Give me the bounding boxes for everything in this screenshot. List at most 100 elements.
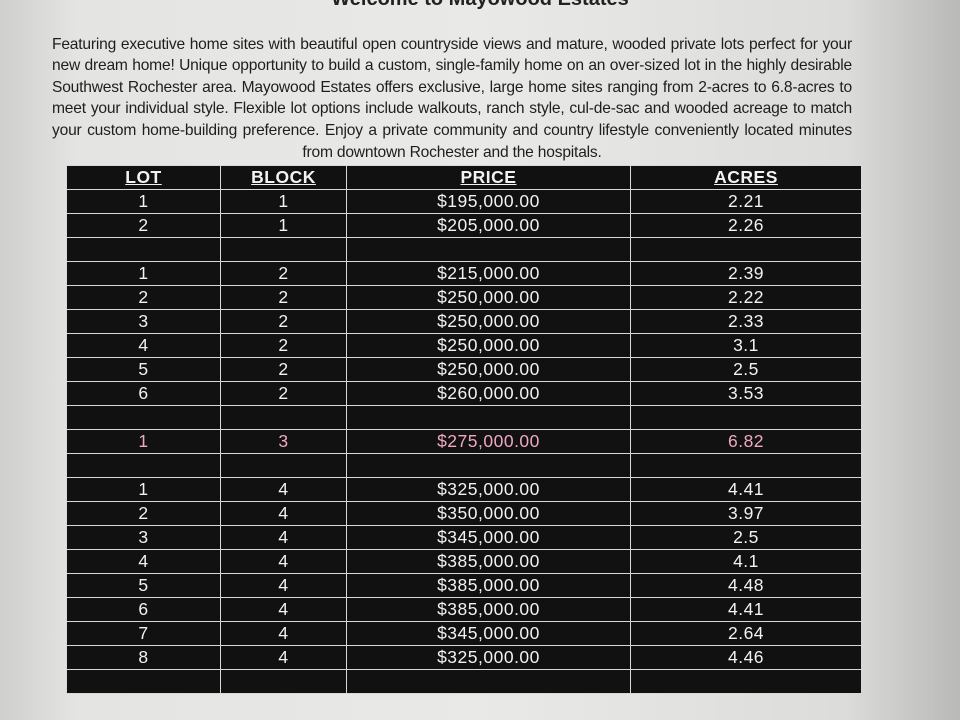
cell-block: 1 [220,189,347,214]
cell-acres: 3.1 [630,333,862,358]
cell-acres: 2.26 [630,213,862,238]
cell-lot [66,669,221,694]
cell-price: $250,000.00 [346,285,631,310]
cell-lot: 6 [66,381,221,406]
cell-price: $250,000.00 [346,357,631,382]
cell-price: $250,000.00 [346,309,631,334]
cell-block: 2 [220,309,347,334]
cell-block: 2 [220,333,347,358]
cell-acres: 2.5 [630,525,862,550]
cell-price: $260,000.00 [346,381,631,406]
cell-price: $275,000.00 [346,429,631,454]
cell-lot: 1 [66,261,221,286]
cell-price: $385,000.00 [346,573,631,598]
cell-block: 4 [220,597,347,622]
cell-price: $345,000.00 [346,621,631,646]
cell-lot: 4 [66,333,221,358]
cell-acres: 4.46 [630,645,862,670]
cell-lot: 1 [66,477,221,502]
cell-price [346,237,631,262]
cell-lot [66,453,221,478]
cell-lot: 6 [66,597,221,622]
cell-lot: 4 [66,549,221,574]
cell-acres: 2.39 [630,261,862,286]
cell-block: 4 [220,501,347,526]
cell-price: $250,000.00 [346,333,631,358]
cell-acres [630,669,862,694]
cell-acres [630,405,862,430]
cell-price: $325,000.00 [346,645,631,670]
cell-lot: 2 [66,501,221,526]
table-row: 2 1 $205,000.00 2.26 [66,213,862,238]
table-row: 4 2 $250,000.00 3.1 [66,333,862,358]
cell-lot: 2 [66,213,221,238]
cell-acres: 2.22 [630,285,862,310]
cell-block: 4 [220,645,347,670]
cell-acres: 4.48 [630,573,862,598]
cell-price: $350,000.00 [346,501,631,526]
table-row: 6 4 $385,000.00 4.41 [66,597,862,622]
cell-lot: 1 [66,189,221,214]
cell-lot: 3 [66,525,221,550]
cell-lot: 5 [66,573,221,598]
cell-price: $385,000.00 [346,549,631,574]
cell-lot: 1 [66,429,221,454]
cell-block: 4 [220,477,347,502]
cell-block [220,237,347,262]
cell-price: $205,000.00 [346,213,631,238]
cell-block [220,669,347,694]
table-row: 6 2 $260,000.00 3.53 [66,381,862,406]
header-block: BLOCK [220,165,347,190]
cell-price: $345,000.00 [346,525,631,550]
cell-acres [630,237,862,262]
cell-acres: 3.53 [630,381,862,406]
cell-block: 4 [220,549,347,574]
table-row: 5 2 $250,000.00 2.5 [66,357,862,382]
cell-price [346,405,631,430]
cell-acres: 2.5 [630,357,862,382]
cell-block: 1 [220,213,347,238]
cell-block: 2 [220,357,347,382]
cell-acres: 6.82 [630,429,862,454]
table-row: 1 3 $275,000.00 6.82 [66,429,862,454]
cell-acres: 4.41 [630,477,862,502]
cell-acres: 4.41 [630,597,862,622]
table-row: 8 4 $325,000.00 4.46 [66,645,862,670]
cell-lot: 5 [66,357,221,382]
cell-lot [66,237,221,262]
cell-price [346,669,631,694]
table-row [66,237,862,262]
cell-price: $195,000.00 [346,189,631,214]
table-row [66,405,862,430]
cell-acres: 3.97 [630,501,862,526]
cell-block: 2 [220,381,347,406]
cell-block [220,405,347,430]
cell-price: $215,000.00 [346,261,631,286]
table-row: 2 2 $250,000.00 2.22 [66,285,862,310]
cell-lot: 2 [66,285,221,310]
header-price: PRICE [346,165,631,190]
table-row: 4 4 $385,000.00 4.1 [66,549,862,574]
table-header-row: LOT BLOCK PRICE ACRES [66,165,862,190]
cell-lot: 3 [66,309,221,334]
cell-block: 4 [220,525,347,550]
cell-lot: 8 [66,645,221,670]
cell-price: $385,000.00 [346,597,631,622]
table-row: 7 4 $345,000.00 2.64 [66,621,862,646]
cell-acres: 2.64 [630,621,862,646]
cell-block [220,453,347,478]
page-title: Welcome to Mayowood Estates [0,0,960,11]
header-acres: ACRES [630,165,862,190]
cell-block: 3 [220,429,347,454]
cell-lot: 7 [66,621,221,646]
cell-price [346,453,631,478]
cell-price: $325,000.00 [346,477,631,502]
table-row: 3 4 $345,000.00 2.5 [66,525,862,550]
cell-block: 4 [220,621,347,646]
table-row: 1 4 $325,000.00 4.41 [66,477,862,502]
table-row: 2 4 $350,000.00 3.97 [66,501,862,526]
cell-block: 2 [220,285,347,310]
cell-lot [66,405,221,430]
table-row: 3 2 $250,000.00 2.33 [66,309,862,334]
cell-block: 2 [220,261,347,286]
